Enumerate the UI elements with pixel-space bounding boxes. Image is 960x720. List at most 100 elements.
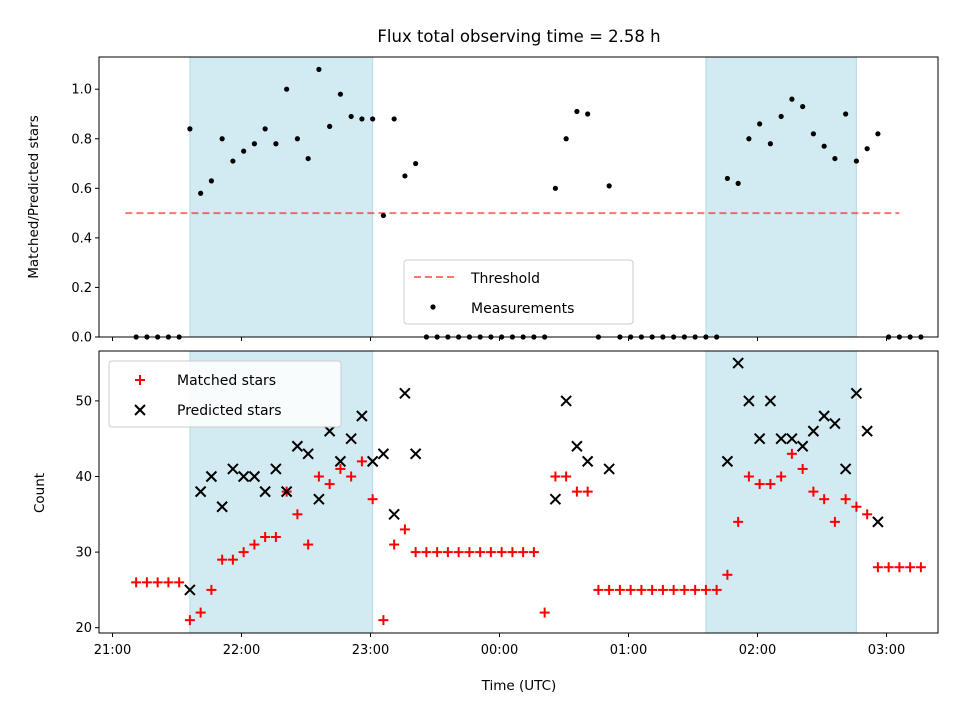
predicted-star-point bbox=[409, 448, 422, 460]
matched-star-point bbox=[367, 494, 378, 505]
legend-threshold-label: Threshold bbox=[470, 271, 540, 287]
matched-star-point bbox=[561, 471, 572, 482]
measurement-point bbox=[359, 116, 365, 122]
matched-star-point bbox=[356, 456, 367, 467]
predicted-star-point bbox=[732, 357, 744, 369]
cross-b bbox=[839, 463, 852, 475]
cross-b bbox=[560, 395, 572, 407]
measurement-point bbox=[574, 108, 580, 115]
legend-box bbox=[403, 259, 634, 325]
matched-star-point bbox=[464, 547, 475, 558]
y-tick-label: 0.6 bbox=[71, 182, 92, 197]
predicted-star-point bbox=[839, 463, 852, 475]
matched-star-point bbox=[496, 547, 507, 558]
matched-star-point bbox=[399, 524, 410, 535]
matched-star-point bbox=[507, 547, 518, 558]
y-tick-label: 0.4 bbox=[71, 231, 92, 246]
cross-b bbox=[356, 410, 368, 422]
predicted-star-point bbox=[603, 463, 615, 475]
matched-star-point bbox=[227, 554, 238, 565]
matched-star-point bbox=[152, 577, 163, 588]
matched-star-point bbox=[539, 607, 550, 618]
matched-star-point bbox=[894, 562, 905, 573]
measurement-point bbox=[757, 121, 763, 127]
predicted-star-point bbox=[248, 470, 261, 483]
predicted-star-point bbox=[399, 387, 411, 400]
cross-b bbox=[366, 455, 379, 468]
measurement-point bbox=[800, 103, 806, 110]
predicted-star-point bbox=[334, 455, 347, 468]
matched-star-point bbox=[389, 539, 400, 550]
measurement-point bbox=[746, 136, 752, 142]
measurement-point bbox=[563, 136, 569, 142]
measurement-point bbox=[413, 160, 419, 167]
cross-b bbox=[603, 463, 615, 475]
predicted-star-point bbox=[280, 485, 293, 498]
measurement-point bbox=[284, 86, 290, 92]
measurement-point bbox=[230, 158, 236, 164]
measurement-point bbox=[875, 131, 881, 137]
measurement-point bbox=[305, 155, 311, 162]
legend-matched-label: Matched stars bbox=[177, 373, 276, 389]
measurement-point bbox=[735, 180, 741, 186]
measurement-point bbox=[832, 155, 838, 162]
predicted-star-point bbox=[377, 448, 390, 460]
legend-measurement-swatch bbox=[430, 304, 436, 310]
predicted-star-point bbox=[753, 432, 766, 445]
cross-b bbox=[270, 463, 282, 475]
cross-b bbox=[291, 440, 304, 452]
predicted-star-point bbox=[872, 516, 884, 528]
matched-star-point bbox=[883, 562, 894, 573]
matched-star-point bbox=[700, 584, 711, 595]
x-tick-label: 21:00 bbox=[94, 643, 131, 658]
measurement-point bbox=[327, 123, 333, 129]
matched-star-point bbox=[786, 448, 797, 459]
x-tick-label: 22:00 bbox=[223, 643, 260, 658]
measurement-point bbox=[370, 116, 376, 122]
matched-star-point bbox=[797, 463, 808, 474]
predicted-star-point bbox=[184, 584, 196, 596]
predicted-star-point bbox=[270, 463, 282, 475]
predicted-star-point bbox=[775, 432, 787, 445]
y-tick-label: 1.0 bbox=[71, 83, 92, 98]
matched-star-point bbox=[303, 539, 314, 550]
matched-star-point bbox=[571, 486, 582, 497]
matched-star-point bbox=[141, 577, 152, 588]
matched-star-point bbox=[819, 494, 830, 505]
matched-star-point bbox=[851, 501, 862, 512]
matched-star-point bbox=[765, 479, 776, 490]
cross-b bbox=[409, 448, 422, 460]
predicted-star-point bbox=[345, 432, 357, 445]
matched-star-point bbox=[131, 577, 142, 588]
matched-star-point bbox=[528, 547, 539, 558]
cross-b bbox=[753, 432, 766, 445]
measurement-point bbox=[552, 185, 559, 191]
x-axis-label: Time (UTC) bbox=[481, 678, 557, 694]
matched-star-point bbox=[324, 479, 335, 490]
matched-star-point bbox=[518, 547, 529, 558]
predicted-star-point bbox=[571, 440, 583, 452]
measurement-point bbox=[294, 136, 300, 142]
matched-star-point bbox=[625, 584, 636, 595]
matched-star-point bbox=[475, 547, 486, 558]
predicted-star-point bbox=[323, 425, 336, 437]
cross-b bbox=[248, 470, 261, 483]
cross-b bbox=[134, 404, 146, 416]
cross-b bbox=[399, 387, 411, 400]
cross-b bbox=[581, 455, 594, 468]
cross-b bbox=[184, 584, 196, 596]
predicted-star-point bbox=[216, 501, 228, 513]
matched-star-point bbox=[174, 577, 185, 588]
matched-star-point bbox=[206, 584, 217, 595]
predicted-star-point bbox=[356, 410, 368, 422]
predicted-star-point bbox=[313, 493, 325, 505]
predicted-star-point bbox=[764, 395, 777, 407]
measurement-point bbox=[198, 190, 204, 196]
matched-star-point bbox=[711, 584, 722, 595]
matched-star-point bbox=[733, 516, 744, 527]
matched-star-point bbox=[313, 471, 324, 482]
matched-star-point bbox=[657, 584, 668, 595]
matched-star-point bbox=[163, 577, 174, 588]
measurement-point bbox=[219, 136, 225, 142]
